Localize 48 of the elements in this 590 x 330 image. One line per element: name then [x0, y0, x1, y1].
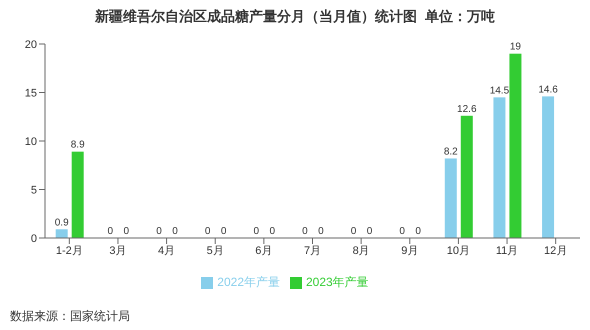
bar: [72, 152, 84, 238]
x-tick-label: 7月: [304, 244, 322, 257]
data-label: 0: [253, 226, 260, 237]
legend-label: 2023年产量: [306, 275, 369, 289]
y-tick-label: 20: [24, 38, 37, 51]
y-tick-label: 15: [24, 87, 37, 100]
chart-title: 新疆维吾尔自治区成品糖产量分月（当月值）统计图 单位：万吨: [94, 8, 496, 26]
data-label: 0: [318, 226, 324, 237]
data-label: 0: [172, 226, 178, 237]
x-tick-label: 10月: [446, 244, 470, 257]
data-label: 0: [415, 226, 422, 237]
data-label: 8.9: [70, 140, 86, 151]
bar: [493, 97, 506, 238]
legend-label: 2022年产量: [217, 275, 280, 289]
bar: [56, 229, 68, 238]
x-tick-label: 4月: [158, 244, 176, 257]
bar: [509, 54, 522, 238]
data-label: 0: [204, 226, 211, 237]
bar: [542, 96, 554, 238]
x-tick-label: 12月: [544, 244, 568, 257]
data-label: 0: [124, 226, 130, 237]
data-label: 0: [220, 226, 227, 237]
source-note: 数据来源：国家统计局: [10, 308, 130, 325]
data-label: 0: [108, 226, 114, 237]
y-tick-label: 10: [24, 136, 37, 148]
data-label: 8.2: [444, 146, 458, 158]
x-tick-label: 11月: [496, 244, 518, 257]
data-label: 14.5: [490, 85, 510, 96]
data-label: 0: [156, 226, 162, 237]
data-label: 0: [366, 226, 373, 237]
data-label: 0: [302, 226, 308, 237]
y-tick-label: 5: [30, 184, 37, 196]
data-label: 14.6: [538, 84, 558, 96]
x-tick-label: 3月: [109, 244, 127, 257]
data-label: 0.9: [54, 217, 70, 228]
x-tick-label: 5月: [206, 244, 224, 257]
x-tick-label: 1-2月: [56, 244, 83, 257]
data-label: 0: [350, 226, 357, 237]
x-tick-label: 9月: [401, 244, 418, 257]
data-label: 12.6: [457, 104, 477, 115]
bar: [460, 116, 473, 238]
data-label: 19: [510, 42, 522, 53]
x-tick-label: 8月: [352, 244, 370, 257]
data-label: 0: [269, 226, 276, 237]
x-tick-label: 6月: [255, 244, 272, 257]
data-label: 0: [399, 226, 406, 237]
y-tick-label: 0: [30, 232, 37, 245]
bar: [444, 158, 457, 238]
